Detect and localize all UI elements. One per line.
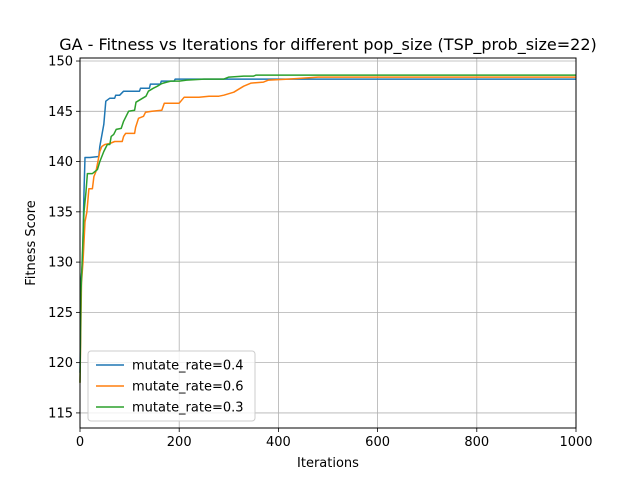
legend-label: mutate_rate=0.3 <box>132 401 244 416</box>
chart-title: GA - Fitness vs Iterations for different… <box>59 35 596 55</box>
x-tick-label: 400 <box>266 435 291 450</box>
y-tick-label: 115 <box>48 406 73 421</box>
x-axis-label: Iterations <box>297 456 359 471</box>
x-tick-label: 1000 <box>559 435 592 450</box>
y-tick-label: 140 <box>48 155 73 170</box>
y-tick-label: 125 <box>48 306 73 321</box>
series-line <box>79 78 576 373</box>
legend-label: mutate_rate=0.4 <box>132 359 244 374</box>
x-tick-label: 800 <box>464 435 489 450</box>
series-line <box>79 74 576 383</box>
y-axis-ticks: 115 120 125 130 135 140 145 150 <box>48 55 80 421</box>
y-tick-label: 150 <box>48 55 73 70</box>
x-axis-ticks: 0 200 400 600 800 1000 <box>76 428 593 450</box>
y-tick-label: 135 <box>48 205 73 220</box>
x-tick-label: 0 <box>76 435 84 450</box>
x-tick-label: 600 <box>365 435 390 450</box>
legend: mutate_rate=0.4 mutate_rate=0.6 mutate_rat… <box>87 350 256 422</box>
plot-frame <box>79 57 577 429</box>
x-tick-label: 200 <box>167 435 192 450</box>
y-tick-label: 145 <box>48 105 73 120</box>
y-tick-label: 120 <box>48 356 73 371</box>
legend-box <box>87 350 256 422</box>
series-lines <box>79 74 576 383</box>
series-line <box>79 76 576 383</box>
y-axis-label: Fitness Score <box>24 200 39 286</box>
y-tick-label: 130 <box>48 256 73 271</box>
legend-label: mutate_rate=0.6 <box>132 380 244 395</box>
